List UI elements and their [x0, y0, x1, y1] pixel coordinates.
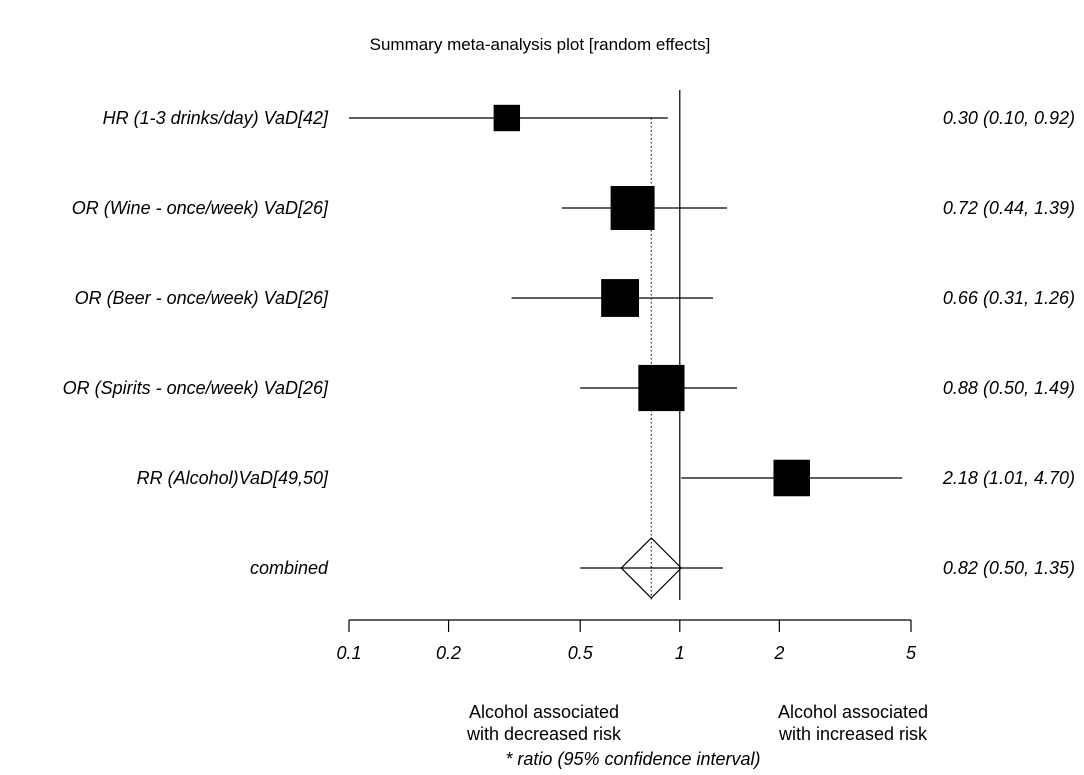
study-label: OR (Beer - once/week) VaD[26]	[75, 288, 329, 308]
study-row: OR (Beer - once/week) VaD[26] 0.66 (0.31,…	[75, 279, 1075, 317]
x-tick-label: 0.1	[336, 643, 361, 663]
study-label: OR (Spirits - once/week) VaD[26]	[63, 378, 329, 398]
study-row: HR (1-3 drinks/day) VaD[42] 0.30 (0.10, 0…	[103, 104, 1075, 132]
ci-text: 2.18 (1.01, 4.70)	[942, 468, 1075, 488]
estimate-box	[610, 186, 655, 230]
study-label: HR (1-3 drinks/day) VaD[42]	[103, 108, 329, 128]
estimate-box	[601, 279, 640, 317]
chart-title: Summary meta-analysis plot [random effec…	[370, 35, 711, 54]
study-label: RR (Alcohol)VaD[49,50]	[137, 468, 329, 488]
x-axis-label: * ratio (95% confidence interval)	[505, 749, 760, 769]
combined-row: combined 0.82 (0.50, 1.35)	[250, 537, 1075, 599]
combined-diamond	[620, 537, 683, 599]
x-tick-label: 0.2	[436, 643, 461, 663]
ci-text: 0.30 (0.10, 0.92)	[943, 108, 1075, 128]
estimate-box	[773, 459, 811, 497]
x-axis: 0.1 0.2 0.5 1 2 5	[336, 619, 917, 663]
x-tick-label: 5	[906, 643, 917, 663]
study-row: OR (Wine - once/week) VaD[26] 0.72 (0.44,…	[72, 186, 1075, 230]
x-tick-label: 1	[675, 643, 685, 663]
ci-text: 0.88 (0.50, 1.49)	[943, 378, 1075, 398]
x-tick-label: 0.5	[568, 643, 594, 663]
x-tick-label: 2	[773, 643, 784, 663]
estimate-box	[638, 364, 685, 412]
reference-lines	[650, 90, 681, 600]
note-decreased-risk: with decreased risk	[466, 724, 622, 744]
note-increased-risk: Alcohol associated	[778, 702, 928, 722]
combined-ci-text: 0.82 (0.50, 1.35)	[943, 558, 1075, 578]
note-increased-risk: with increased risk	[778, 724, 928, 744]
ci-text: 0.66 (0.31, 1.26)	[943, 288, 1075, 308]
note-decreased-risk: Alcohol associated	[469, 702, 619, 722]
estimate-box	[493, 104, 521, 132]
study-rows: HR (1-3 drinks/day) VaD[42] 0.30 (0.10, 0…	[63, 104, 1075, 599]
study-row: RR (Alcohol)VaD[49,50] 2.18 (1.01, 4.70)	[137, 459, 1075, 497]
study-row: OR (Spirits - once/week) VaD[26] 0.88 (0.…	[63, 364, 1075, 412]
combined-label: combined	[250, 558, 329, 578]
study-label: OR (Wine - once/week) VaD[26]	[72, 198, 329, 218]
ci-text: 0.72 (0.44, 1.39)	[943, 198, 1075, 218]
